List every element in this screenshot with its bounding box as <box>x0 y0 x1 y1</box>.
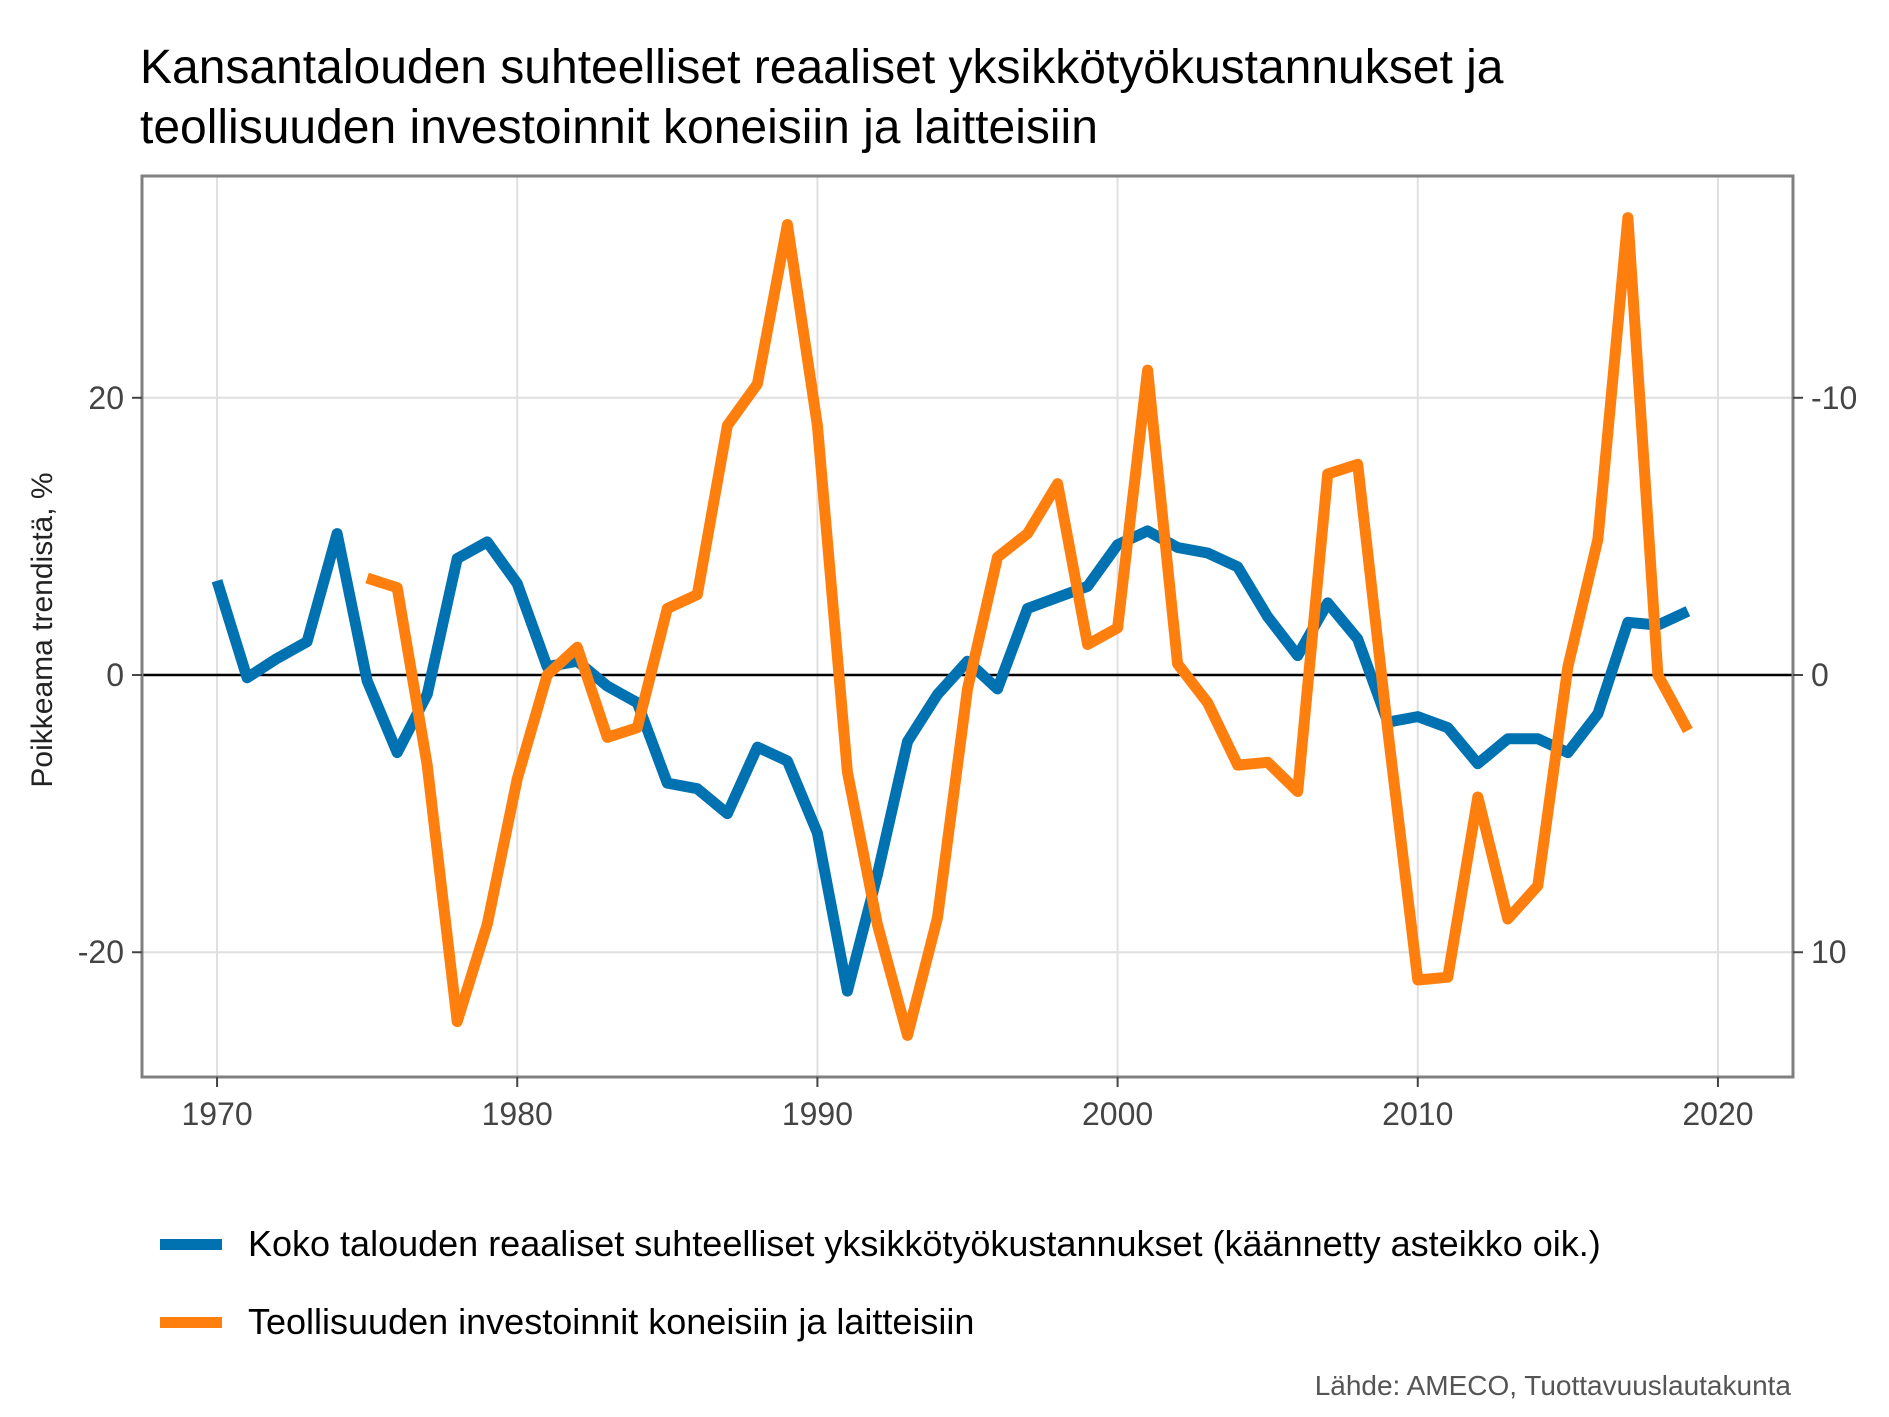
plot-frame <box>140 174 1795 1079</box>
legend: Koko talouden reaaliset suhteelliset yks… <box>160 1205 1601 1361</box>
grid-layer <box>142 176 1793 1077</box>
legend-label-investments: Teollisuuden investoinnit koneisiin ja l… <box>248 1301 975 1342</box>
x-tick-label-1970: 1970 <box>181 1096 252 1132</box>
y2-tick-label-2: -10 <box>1811 380 1857 416</box>
y-tick-label-20: 20 <box>88 380 124 416</box>
chart-title: Kansantalouden suhteelliset reaaliset yk… <box>140 38 1503 158</box>
series-line-labour-costs <box>211 525 1691 997</box>
x-tick-label-2000: 2000 <box>1082 1096 1153 1132</box>
x-tick-label-1980: 1980 <box>482 1096 553 1132</box>
y-tick-label--20: -20 <box>78 934 124 970</box>
legend-swatch-blue <box>160 1238 222 1250</box>
y-tick-label-0: 0 <box>106 657 124 693</box>
x-tick-label-2010: 2010 <box>1382 1096 1453 1132</box>
x-tick-label-2020: 2020 <box>1682 1096 1753 1132</box>
chart-title-line-1: Kansantalouden suhteelliset reaaliset yk… <box>140 41 1504 94</box>
series-line-investments <box>365 212 1693 1041</box>
legend-label-labour-costs: Koko talouden reaaliset suhteelliset yks… <box>248 1223 1601 1264</box>
legend-item-labour-costs: Koko talouden reaaliset suhteelliset yks… <box>160 1205 1601 1283</box>
source-note: Lähde: AMECO, Tuottavuuslautakunta <box>1314 1370 1791 1401</box>
y-axis-label: Poikkeama trendistä, % <box>26 472 59 787</box>
y2-tick-label-0: 10 <box>1811 934 1847 970</box>
legend-item-investments: Teollisuuden investoinnit koneisiin ja l… <box>160 1283 1601 1361</box>
y2-tick-label-1: 0 <box>1811 657 1829 693</box>
chart-title-line-2: teollisuuden investoinnit koneisiin ja l… <box>140 101 1098 154</box>
legend-swatch-orange <box>160 1316 222 1328</box>
series-layer <box>211 212 1693 1041</box>
x-tick-label-1990: 1990 <box>782 1096 853 1132</box>
